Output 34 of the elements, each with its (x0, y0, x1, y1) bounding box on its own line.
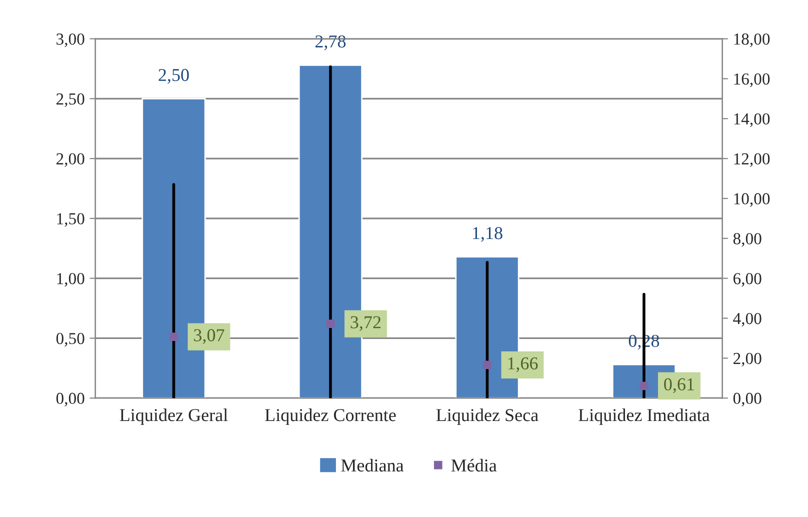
y2-tick-label: 16,00 (734, 73, 770, 88)
y-tick-label: 0,00 (56, 392, 84, 406)
y-tick-label: 1,50 (57, 213, 84, 227)
data-label: 2,78 (315, 35, 346, 50)
y2-tick-label: 8,00 (733, 233, 762, 247)
data-label: 1,18 (473, 227, 502, 242)
legend-label: Média (451, 458, 497, 472)
data-label: 2,50 (158, 68, 189, 84)
x-tick-label: Liquidez Imediata (578, 408, 710, 425)
x-tick-label: Liquidez Seca (436, 408, 538, 425)
y2-tick-label: 6,00 (733, 273, 762, 287)
y2-tick-label: 0,00 (733, 392, 762, 406)
data-label: 1,66 (508, 357, 538, 372)
y-tick-label: 3,00 (56, 33, 84, 48)
y2-tick-label: 18,00 (734, 33, 770, 48)
y-tick-label: 2,50 (56, 93, 84, 108)
data-label: 3,07 (194, 329, 224, 344)
legend-label: Mediana (341, 458, 404, 472)
y2-tick-label: 2,00 (734, 352, 762, 367)
y-tick-label: 0,50 (56, 332, 84, 347)
point (483, 360, 492, 370)
y-tick-label: 2,00 (56, 153, 84, 167)
data-label: 3,72 (350, 316, 381, 331)
y2-tick-label: 12,00 (734, 153, 770, 167)
x-tick-label: Liquidez Geral (120, 408, 228, 425)
data-label: 0,61 (664, 378, 694, 394)
point (640, 382, 648, 390)
point (170, 332, 178, 341)
x-tick-label: Liquidez Corrente (265, 408, 396, 425)
y-tick-label: 1,00 (57, 273, 84, 287)
point (326, 320, 335, 328)
y2-tick-label: 4,00 (733, 312, 762, 327)
y2-tick-label: 10,00 (734, 193, 770, 207)
y2-tick-label: 14,00 (734, 113, 770, 127)
